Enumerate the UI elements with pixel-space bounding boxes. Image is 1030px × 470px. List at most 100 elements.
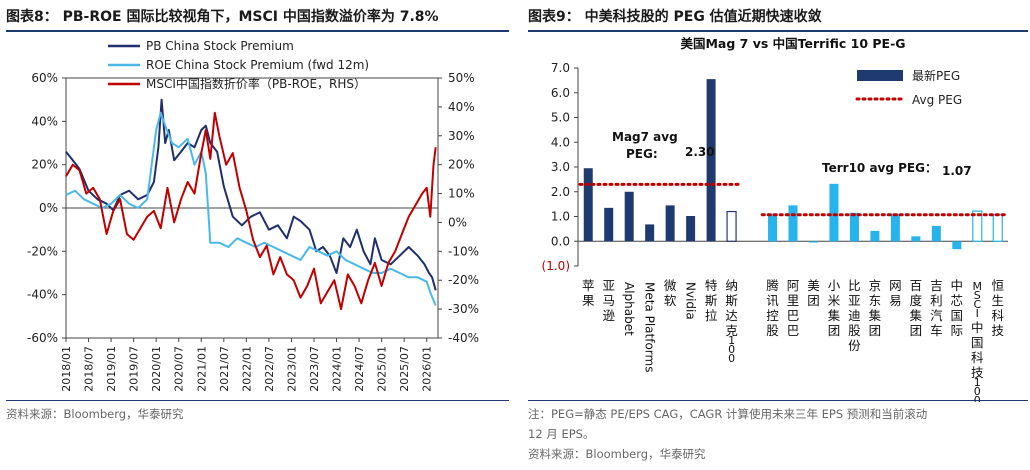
- y-right-tick-label: 50%: [448, 71, 475, 85]
- y-right-tick-label: -40%: [448, 331, 479, 345]
- bar: [645, 224, 655, 242]
- bar: [870, 230, 880, 242]
- category-label: 网易: [889, 278, 902, 308]
- x-tick-label: 2022/07: [263, 346, 276, 392]
- series-line: [65, 111, 437, 311]
- bar: [849, 212, 859, 242]
- legend-label: PB China Stock Premium: [146, 39, 294, 53]
- x-tick-label: 2019/01: [105, 346, 118, 392]
- x-tick-label: 2025/01: [376, 346, 389, 392]
- x-tick-label: 2020/01: [150, 346, 163, 392]
- right-bar-chart: 美国Mag 7 vs 中国Terrific 10 PE-G 7.0 6.0 5.0 4.…: [542, 36, 1010, 402]
- x-tick-label: 2023/07: [308, 346, 321, 392]
- y-tick-label: 6.0: [551, 86, 570, 100]
- bar: [604, 207, 614, 242]
- x-tick-label: 2025/07: [398, 346, 411, 392]
- x-tick-label: 2024/07: [353, 346, 366, 392]
- x-tick-label: 2023/01: [285, 346, 298, 392]
- y-left-tick-label: 20%: [31, 158, 58, 172]
- category-label: 美团: [807, 278, 820, 308]
- y-right-tick-label: -20%: [448, 273, 479, 287]
- bar: [829, 183, 839, 242]
- x-tick-label: 2021/01: [195, 346, 208, 392]
- right-panel: 图表9： 中美科技股的 PEG 估值近期快速收敛 美国Mag 7 vs 中国Te…: [522, 0, 1030, 470]
- right-source: 资料来源：Bloomberg，华泰研究: [528, 447, 706, 461]
- category-label: 比亚迪股份: [848, 278, 861, 353]
- legend-label-avg-peg: Avg PEG: [912, 93, 962, 107]
- right-note-line2: 12 月 EPS。: [528, 427, 595, 441]
- x-tick-label: 2018/07: [83, 346, 96, 392]
- y-tick-label: 5.0: [551, 111, 570, 125]
- category-label: 纳斯达克 1 0 0: [725, 278, 738, 365]
- bar: [686, 216, 696, 242]
- category-label: 吉利汽车: [930, 278, 943, 338]
- y-tick-label: 2.0: [551, 185, 570, 199]
- y-right-tick-label: 40%: [448, 100, 475, 114]
- annotation-us-label-2: PEG:: [626, 147, 658, 161]
- bar: [992, 214, 1003, 242]
- x-tick-label: 2019/07: [128, 346, 141, 392]
- series-line: [65, 98, 437, 291]
- category-label: 京东集团: [869, 278, 882, 338]
- y-right-tick-label: -10%: [448, 244, 479, 258]
- y-left-tick-label: 60%: [31, 71, 58, 85]
- y-left-tick-label: -20%: [27, 244, 58, 258]
- x-tick-label: 2024/01: [331, 346, 344, 392]
- bar: [624, 191, 634, 242]
- y-tick-label: 4.0: [551, 135, 570, 149]
- bar: [911, 236, 921, 242]
- x-tick-label: 2020/07: [173, 346, 186, 392]
- bar: [972, 210, 983, 242]
- y-left-tick-label: -40%: [27, 288, 58, 302]
- y-right-tick-label: 20%: [448, 158, 475, 172]
- y-tick-label: 7.0: [551, 61, 570, 75]
- bar: [890, 213, 900, 242]
- category-label: 中芯国际: [951, 278, 964, 338]
- right-note-line1: 注：PEG=静态 PE/EPS CAG，CAGR 计算使用未来三年 EPS 预测…: [528, 407, 928, 421]
- left-bottom-rule: [6, 400, 509, 401]
- annotation-cn-value: 1.07: [942, 164, 972, 178]
- y-tick-label: 3.0: [551, 160, 570, 174]
- legend-label-latest-peg: 最新PEG: [912, 68, 960, 83]
- x-tick-label: 2018/01: [60, 346, 73, 392]
- category-label: 腾讯控股: [766, 278, 779, 338]
- bar: [768, 213, 778, 242]
- category-label: 特斯拉: [705, 278, 718, 323]
- y-right-tick-label: 10%: [448, 187, 475, 201]
- bar-chart-title: 美国Mag 7 vs 中国Terrific 10 PE-G: [680, 36, 905, 51]
- category-label: 亚马逊: [602, 278, 615, 323]
- y-right-tick-label: 0%: [448, 215, 467, 229]
- annotation-cn-label: Terr10 avg PEG：: [822, 161, 937, 175]
- category-label: Meta Platforms: [643, 282, 657, 372]
- y-left-tick-label: 0%: [39, 201, 58, 215]
- y-left-tick-label: 40%: [31, 114, 58, 128]
- legend-label: ROE China Stock Premium (fwd 12m): [146, 58, 369, 72]
- category-label: 恒生科技: [992, 278, 1005, 338]
- y-right-tick-label: 30%: [448, 129, 475, 143]
- bar: [583, 168, 593, 242]
- x-tick-label: 2026/01: [421, 346, 434, 392]
- category-label: 阿里巴巴: [787, 278, 800, 338]
- bar: [952, 241, 962, 250]
- y-tick-label: 0.0: [551, 234, 570, 248]
- bar: [808, 241, 818, 243]
- left-panel: 图表8： PB-ROE 国际比较视角下，MSCI 中国指数溢价率为 7.8% 6…: [6, 9, 509, 421]
- category-label: 百度集团: [910, 278, 923, 338]
- bar: [726, 210, 737, 242]
- y-right-tick-label: -30%: [448, 302, 479, 316]
- left-line-chart: 60% 40% 20% 0% -20% -40% -60% 50% 40% 30% 20% 10% 0%…: [27, 39, 479, 392]
- category-label: Alphabet: [622, 282, 636, 336]
- bar: [706, 79, 716, 242]
- y-tick-label: (1.0): [542, 259, 570, 273]
- category-label: Nvidia: [684, 282, 698, 320]
- bar: [788, 205, 798, 242]
- legend-swatch-latest-peg: [857, 70, 903, 81]
- annotation-us-value: 2.30: [685, 145, 715, 159]
- annotation-us-label-1: Mag7 avg: [612, 130, 678, 144]
- left-chart-title: 图表8： PB-ROE 国际比较视角下，MSCI 中国指数溢价率为 7.8%: [6, 9, 439, 25]
- bar: [665, 205, 675, 242]
- legend-label: MSCI中国指数折价率（PB-ROE，RHS）: [146, 76, 366, 91]
- right-title-rule: [528, 30, 1028, 32]
- y-left-tick-label: -60%: [27, 331, 58, 345]
- category-label: M S C I 中国科技 1 0 0: [971, 280, 984, 402]
